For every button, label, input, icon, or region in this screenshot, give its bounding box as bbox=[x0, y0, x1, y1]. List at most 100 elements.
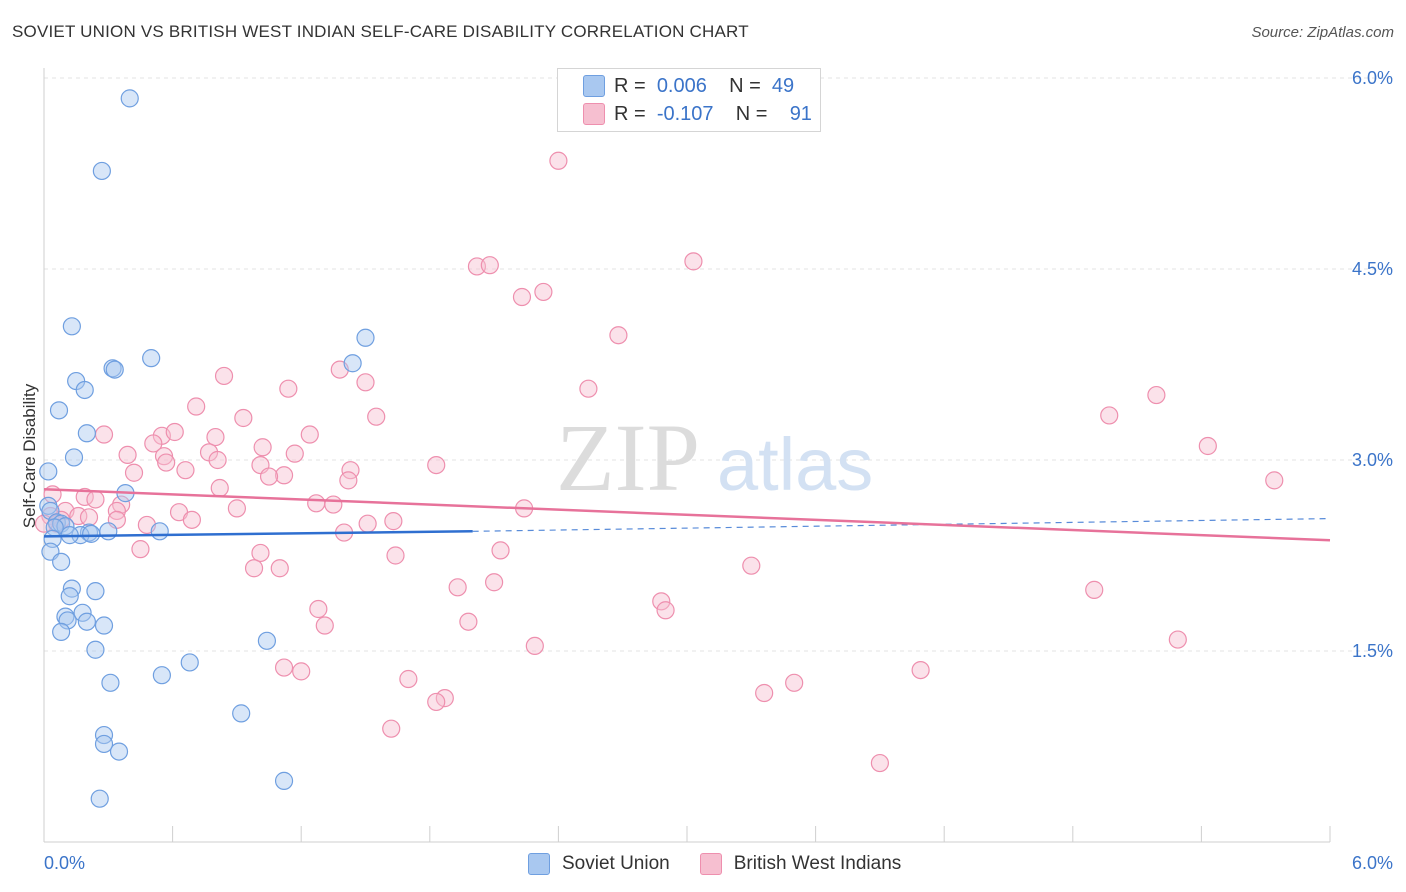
data-point-soviet-union bbox=[120, 89, 139, 108]
legend-r-label: R = bbox=[614, 74, 646, 97]
data-point-british-west-indians bbox=[79, 508, 99, 527]
data-point-british-west-indians bbox=[448, 578, 467, 597]
data-point-british-west-indians bbox=[399, 669, 418, 689]
data-point-british-west-indians bbox=[259, 467, 279, 486]
data-point-british-west-indians bbox=[324, 495, 343, 514]
watermark-atlas: atlas bbox=[717, 423, 873, 506]
data-point-british-west-indians bbox=[292, 662, 311, 681]
data-point-soviet-union bbox=[109, 742, 129, 761]
data-point-soviet-union bbox=[94, 616, 114, 635]
data-point-british-west-indians bbox=[512, 287, 532, 307]
data-point-british-west-indians bbox=[285, 444, 304, 463]
data-point-british-west-indians bbox=[911, 660, 930, 680]
data-point-british-west-indians bbox=[785, 673, 804, 692]
legend-swatch-british-west-indians bbox=[699, 853, 722, 875]
trend-line-soviet-union-extension bbox=[472, 517, 1331, 532]
data-point-soviet-union bbox=[64, 448, 84, 467]
data-point-soviet-union bbox=[232, 704, 251, 723]
data-point-soviet-union bbox=[75, 380, 94, 400]
data-point-british-west-indians bbox=[491, 541, 510, 560]
data-point-british-west-indians bbox=[386, 546, 405, 565]
data-point-british-west-indians bbox=[86, 490, 105, 509]
data-point-british-west-indians bbox=[214, 366, 234, 386]
data-point-british-west-indians bbox=[270, 559, 289, 578]
data-point-soviet-union bbox=[105, 360, 124, 379]
data-point-british-west-indians bbox=[244, 559, 264, 578]
y-axis-label: Self-Care Disability bbox=[20, 383, 39, 529]
data-point-soviet-union bbox=[86, 582, 105, 601]
data-point-soviet-union bbox=[94, 734, 114, 754]
data-point-british-west-indians bbox=[358, 514, 377, 533]
legend-n-value: 49 bbox=[771, 74, 795, 97]
data-point-british-west-indians bbox=[459, 612, 478, 631]
watermark-zip: ZIP bbox=[556, 404, 700, 511]
data-point-soviet-union bbox=[86, 640, 105, 659]
data-point-british-west-indians bbox=[187, 397, 206, 416]
y-tick-label: 1.5% bbox=[1352, 641, 1393, 661]
data-point-british-west-indians bbox=[1100, 406, 1119, 425]
data-point-soviet-union bbox=[73, 603, 92, 622]
data-point-soviet-union bbox=[52, 622, 71, 642]
data-point-british-west-indians bbox=[384, 512, 403, 531]
data-point-british-west-indians bbox=[609, 326, 628, 345]
data-point-soviet-union bbox=[99, 522, 118, 541]
data-point-british-west-indians bbox=[742, 556, 761, 575]
legend-swatch-soviet-union bbox=[528, 853, 550, 875]
trend-line-soviet-union bbox=[43, 530, 473, 538]
data-point-british-west-indians bbox=[124, 463, 144, 482]
legend-item-british-west-indians: British West Indians bbox=[699, 853, 902, 875]
chart-title: SOVIET UNION VS BRITISH WEST INDIAN SELF… bbox=[12, 22, 749, 41]
legend-r-value: -0.107 bbox=[656, 102, 714, 125]
data-point-soviet-union bbox=[77, 424, 96, 443]
data-point-soviet-union bbox=[142, 349, 161, 368]
y-tick-label: 3.0% bbox=[1352, 450, 1393, 470]
data-point-british-west-indians bbox=[525, 636, 544, 656]
legend-label-british-west-indians: British West Indians bbox=[733, 853, 902, 874]
series-legend: Soviet Union British West Indians bbox=[528, 852, 931, 876]
data-point-soviet-union bbox=[60, 587, 79, 606]
legend-r-label: R = bbox=[614, 102, 646, 125]
watermark: ZIP atlas bbox=[556, 404, 873, 511]
data-point-british-west-indians bbox=[274, 466, 294, 485]
grid-lines bbox=[44, 77, 1392, 652]
source-label: Source: ZipAtlas.com bbox=[1251, 24, 1394, 41]
axes bbox=[43, 68, 1331, 843]
data-point-british-west-indians bbox=[356, 373, 375, 392]
data-point-british-west-indians bbox=[1147, 385, 1166, 405]
data-point-british-west-indians bbox=[279, 379, 298, 398]
data-point-british-west-indians bbox=[274, 658, 294, 677]
data-point-british-west-indians bbox=[157, 453, 176, 472]
legend-swatch-soviet-union bbox=[583, 75, 605, 97]
data-point-british-west-indians bbox=[309, 599, 328, 619]
data-point-british-west-indians bbox=[534, 282, 553, 302]
data-point-soviet-union bbox=[49, 401, 69, 420]
data-point-soviet-union bbox=[101, 673, 120, 692]
data-point-british-west-indians bbox=[684, 252, 703, 271]
legend-n-label: N = bbox=[729, 74, 761, 97]
correlation-legend: R = 0.006 N = 49 R = -0.107 N = 91 bbox=[557, 68, 821, 132]
data-point-british-west-indians bbox=[656, 601, 675, 620]
legend-n-value: 91 bbox=[789, 102, 812, 125]
y-tick-label: 6.0% bbox=[1352, 68, 1393, 88]
data-point-british-west-indians bbox=[467, 257, 487, 276]
data-point-british-west-indians bbox=[427, 455, 446, 475]
tick-labels: 1.5% 3.0% 4.5% 6.0% 0.0% 6.0% bbox=[44, 68, 1393, 873]
trend-line-british-west-indians bbox=[43, 488, 1331, 542]
data-point-british-west-indians bbox=[118, 445, 137, 465]
data-point-soviet-union bbox=[82, 524, 101, 543]
data-point-british-west-indians bbox=[210, 478, 229, 498]
data-point-british-west-indians bbox=[315, 616, 334, 635]
data-point-soviet-union bbox=[257, 631, 277, 650]
data-point-soviet-union bbox=[343, 354, 362, 373]
data-point-british-west-indians bbox=[144, 434, 163, 453]
data-point-british-west-indians bbox=[1168, 630, 1187, 649]
data-point-british-west-indians bbox=[339, 471, 358, 490]
data-point-british-west-indians bbox=[755, 683, 774, 703]
x-tick-label: 6.0% bbox=[1352, 853, 1393, 873]
data-point-british-west-indians bbox=[1265, 471, 1284, 490]
data-point-british-west-indians bbox=[94, 425, 114, 444]
data-point-british-west-indians bbox=[435, 689, 454, 708]
data-point-british-west-indians bbox=[485, 573, 504, 592]
data-point-soviet-union bbox=[274, 771, 294, 790]
